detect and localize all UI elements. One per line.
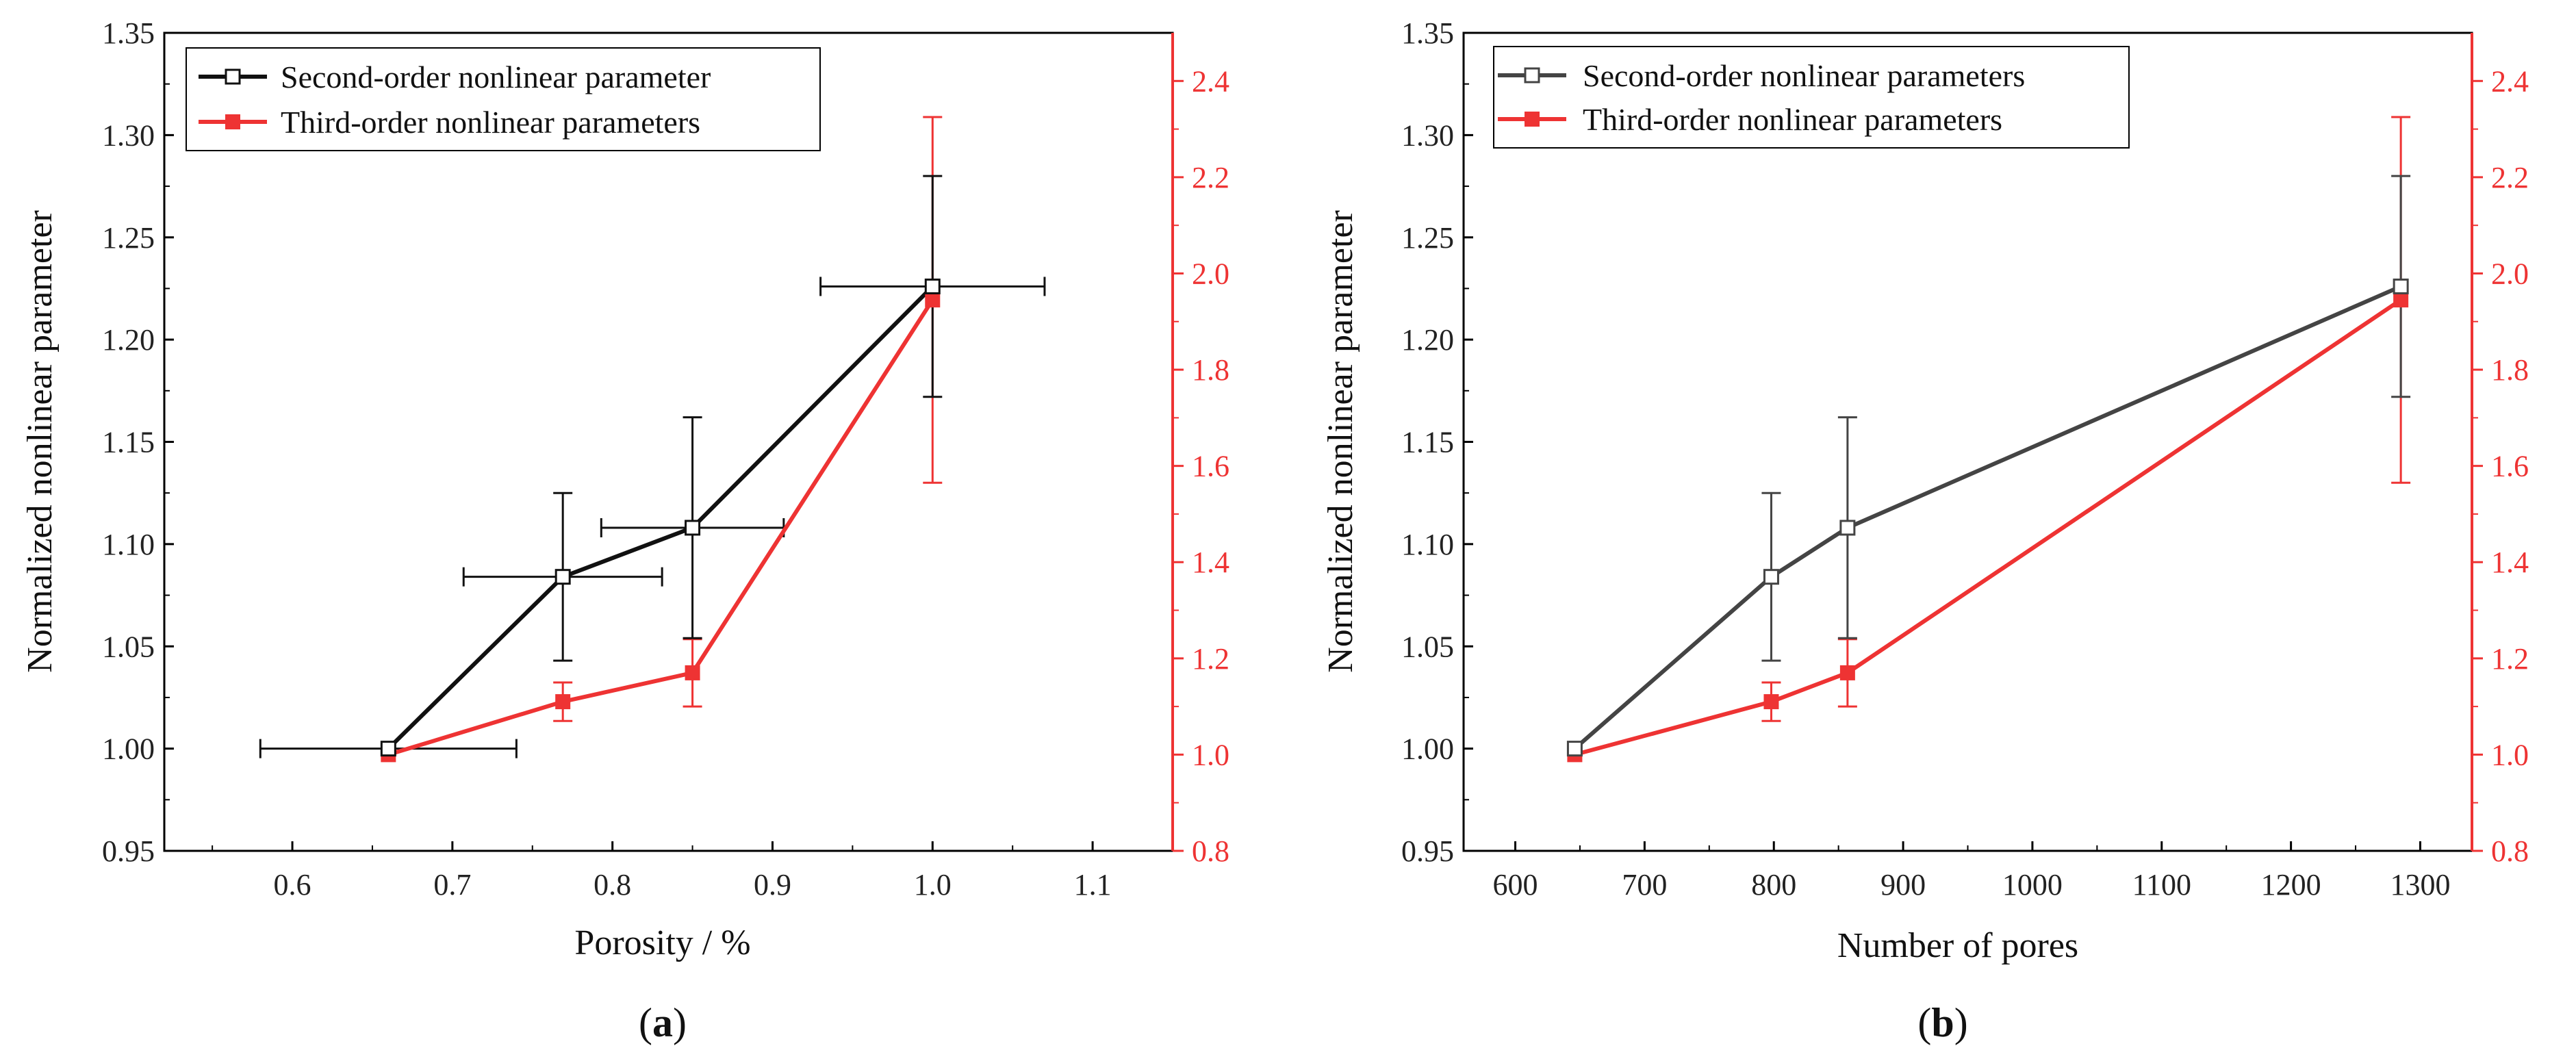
data-point-series-0: [380, 741, 396, 757]
x-axis-title: Number of pores: [1837, 926, 2078, 965]
y-tick-label: 1.25: [102, 221, 155, 255]
data-point-series-1: [685, 665, 700, 680]
panel-label: (b): [1917, 1000, 1967, 1045]
y-tick-label: 1.10: [102, 528, 155, 561]
y2-tick-label: 1.4: [2491, 546, 2529, 579]
y-tick-label: 1.05: [1401, 630, 1454, 663]
legend-label-series-1: Third-order nonlinear parameters: [281, 105, 700, 140]
y2-tick-label: 1.8: [2491, 353, 2529, 387]
legend-marker-series-1: [225, 114, 240, 129]
y2-tick-label: 1.0: [1192, 738, 1229, 771]
y-tick-label: 1.15: [102, 426, 155, 459]
panel-label: (a): [639, 1000, 687, 1045]
y-axis-title: Normalized nonlinear parameter: [1321, 210, 1360, 673]
data-point-series-1: [1839, 665, 1855, 680]
y-tick-label: 1.20: [1401, 323, 1454, 357]
y-tick-label: 1.35: [1401, 16, 1454, 50]
y2-tick-label: 2.2: [1192, 161, 1229, 194]
legend-label-series-0: Second-order nonlinear parameters: [1583, 58, 2025, 93]
data-point-series-1: [555, 694, 571, 710]
legend-box: [186, 47, 821, 151]
y-tick-label: 1.00: [102, 732, 155, 766]
series-line-1: [387, 298, 934, 757]
data-point-series-0: [685, 520, 701, 536]
y2-tick-label: 2.4: [2491, 64, 2529, 98]
y2-tick-label: 1.4: [1192, 546, 1229, 579]
y-tick-label: 0.95: [1401, 834, 1454, 868]
y2-tick-label: 1.6: [1192, 450, 1229, 483]
data-point-series-0: [2393, 278, 2409, 294]
y2-tick-label: 1.6: [2491, 450, 2529, 483]
y2-tick-label: 1.2: [2491, 642, 2529, 676]
y2-tick-label: 0.8: [1192, 834, 1229, 868]
y-tick-label: 1.30: [1401, 118, 1454, 152]
x-tick-label: 1300: [2390, 868, 2450, 902]
x-tick-label: 0.8: [594, 868, 631, 902]
x-tick-label: 1.1: [1074, 868, 1112, 902]
y-tick-label: 1.25: [1401, 221, 1454, 255]
y2-tick-label: 2.0: [2491, 257, 2529, 290]
y-axis-title: Normalized nonlinear parameter: [21, 210, 60, 673]
chart-panel-b: 600 700 800 900 1000 1100 1200 1300 0.95 1.00 1.0…: [1321, 16, 2529, 1045]
y-tick-label: 1.00: [1401, 732, 1454, 766]
plot-frame: [1462, 31, 2473, 852]
y2-tick-label: 2.2: [2491, 161, 2529, 194]
legend-marker-series-0: [225, 68, 241, 85]
x-tick-label: 0.6: [274, 868, 311, 902]
y2-tick-label: 2.0: [1192, 257, 1229, 290]
y-tick-label: 1.30: [102, 118, 155, 152]
y-tick-label: 1.35: [102, 16, 155, 50]
y2-tick-label: 1.8: [1192, 353, 1229, 387]
data-point-series-0: [1763, 569, 1779, 585]
legend-marker-series-1: [1525, 112, 1540, 127]
y2-tick-label: 0.8: [2491, 834, 2529, 868]
legend: Second-order nonlinear parameters Third-…: [1493, 46, 2130, 149]
data-point-series-1: [1763, 694, 1779, 710]
panel-label-letter: a: [652, 1000, 673, 1045]
y2-tick-label: 2.4: [1192, 64, 1229, 98]
panel-label-letter: b: [1931, 1000, 1954, 1045]
x-tick-label: 0.9: [754, 868, 791, 902]
legend-box: [1493, 46, 2130, 149]
series-line-0: [387, 285, 934, 750]
chart-panel-a: 0.6 0.7 0.8 0.9 1.0 1.1 0.95 1.00 1.05 1.10 1.15 1…: [21, 16, 1229, 1045]
y-tick-label: 1.10: [1401, 528, 1454, 561]
legend-marker-series-0: [1524, 67, 1540, 84]
x-tick-label: 1200: [2261, 868, 2321, 902]
legend-label-series-1: Third-order nonlinear parameters: [1583, 102, 2002, 137]
series-line-1: [1574, 298, 2402, 757]
legend-label-series-0: Second-order nonlinear parameter: [281, 60, 711, 94]
x-tick-label: 700: [1622, 868, 1667, 902]
y-tick-label: 1.20: [102, 323, 155, 357]
x-axis-title: Porosity / %: [574, 923, 750, 962]
x-tick-label: 800: [1751, 868, 1796, 902]
data-point-series-0: [554, 569, 571, 585]
data-point-series-0: [1566, 741, 1583, 757]
x-tick-label: 1.0: [914, 868, 952, 902]
series-line-0: [1573, 284, 2402, 750]
y-tick-label: 0.95: [102, 834, 155, 868]
plot-frame: [163, 31, 1174, 852]
data-point-series-0: [924, 278, 941, 294]
x-tick-label: 600: [1493, 868, 1538, 902]
y-tick-label: 1.05: [102, 630, 155, 663]
legend: Second-order nonlinear parameter Third-o…: [186, 47, 821, 151]
x-tick-label: 1000: [2002, 868, 2063, 902]
y2-tick-label: 1.0: [2491, 738, 2529, 771]
data-point-series-1: [925, 292, 941, 308]
y2-tick-label: 1.2: [1192, 642, 1229, 676]
data-point-series-1: [2393, 292, 2409, 308]
y-tick-label: 1.15: [1401, 426, 1454, 459]
x-tick-label: 0.7: [433, 868, 471, 902]
data-point-series-0: [1839, 520, 1856, 536]
x-tick-label: 900: [1880, 868, 1926, 902]
x-tick-label: 1100: [2132, 868, 2191, 902]
